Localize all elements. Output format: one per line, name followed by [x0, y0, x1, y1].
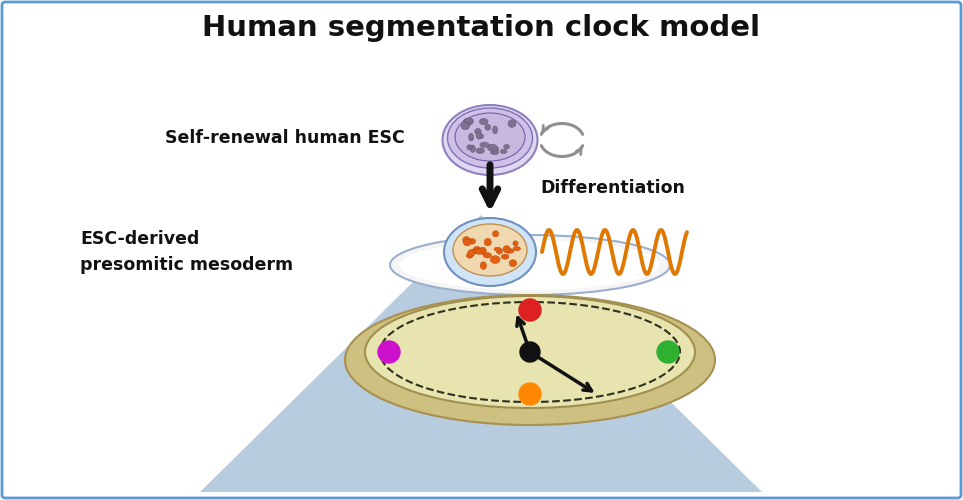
Ellipse shape — [455, 113, 525, 161]
Ellipse shape — [509, 260, 517, 266]
Ellipse shape — [480, 142, 489, 148]
Ellipse shape — [400, 240, 660, 290]
Ellipse shape — [443, 105, 537, 175]
Ellipse shape — [462, 236, 470, 244]
Ellipse shape — [463, 239, 471, 246]
Text: Human segmentation clock model: Human segmentation clock model — [202, 14, 760, 42]
Ellipse shape — [466, 253, 473, 258]
Ellipse shape — [469, 134, 474, 141]
Ellipse shape — [468, 250, 475, 256]
Ellipse shape — [500, 150, 507, 154]
Ellipse shape — [483, 252, 491, 258]
Ellipse shape — [481, 262, 486, 270]
Text: Differentiation: Differentiation — [540, 179, 685, 197]
Circle shape — [657, 341, 679, 363]
Ellipse shape — [490, 256, 500, 264]
Ellipse shape — [504, 144, 509, 149]
Ellipse shape — [508, 120, 516, 128]
Ellipse shape — [492, 230, 499, 237]
Ellipse shape — [390, 235, 670, 295]
Ellipse shape — [470, 145, 476, 152]
Ellipse shape — [453, 224, 527, 276]
Circle shape — [520, 342, 540, 362]
Ellipse shape — [463, 118, 473, 126]
Circle shape — [519, 299, 541, 321]
Polygon shape — [200, 215, 762, 492]
Ellipse shape — [469, 238, 476, 244]
Circle shape — [519, 383, 541, 405]
Ellipse shape — [464, 118, 473, 123]
Ellipse shape — [513, 241, 518, 246]
Ellipse shape — [492, 146, 499, 152]
Ellipse shape — [492, 126, 498, 134]
Ellipse shape — [476, 148, 484, 154]
Ellipse shape — [505, 248, 514, 254]
Ellipse shape — [484, 238, 491, 246]
Ellipse shape — [467, 144, 472, 150]
Ellipse shape — [444, 218, 536, 286]
Ellipse shape — [448, 108, 533, 168]
Ellipse shape — [497, 248, 503, 254]
Ellipse shape — [487, 144, 497, 152]
Ellipse shape — [513, 246, 521, 251]
Ellipse shape — [461, 123, 470, 130]
Ellipse shape — [469, 250, 479, 254]
Ellipse shape — [475, 248, 483, 254]
Circle shape — [378, 341, 400, 363]
Ellipse shape — [476, 132, 482, 139]
Ellipse shape — [503, 246, 510, 253]
Ellipse shape — [475, 128, 482, 134]
Ellipse shape — [480, 247, 486, 254]
Ellipse shape — [480, 118, 488, 125]
Ellipse shape — [365, 296, 695, 408]
Ellipse shape — [345, 295, 715, 425]
Text: Self-renewal human ESC: Self-renewal human ESC — [165, 129, 404, 147]
Ellipse shape — [494, 247, 501, 251]
Ellipse shape — [501, 254, 509, 259]
Ellipse shape — [477, 134, 483, 138]
Ellipse shape — [490, 150, 499, 155]
Ellipse shape — [473, 246, 482, 254]
Ellipse shape — [484, 124, 491, 130]
Text: ESC-derived
presomitic mesoderm: ESC-derived presomitic mesoderm — [80, 230, 293, 274]
